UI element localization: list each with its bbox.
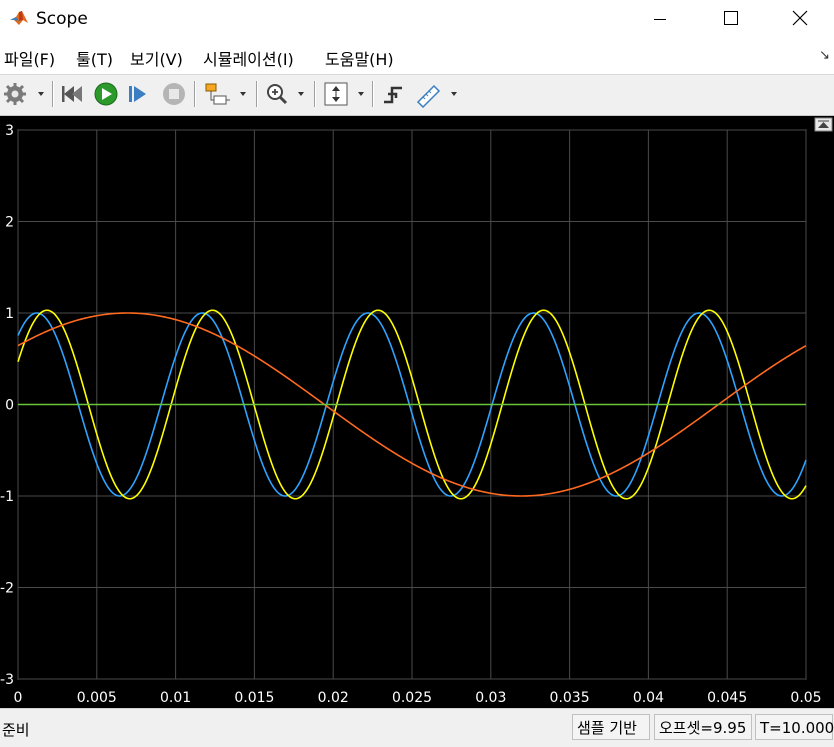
triggers-button[interactable]: [380, 80, 408, 108]
x-tick-label: 0.035: [550, 690, 590, 706]
x-tick-label: 0.045: [707, 690, 747, 706]
menu-tools[interactable]: 툴(T): [76, 50, 113, 69]
series-line-1: [17, 312, 807, 497]
x-tick-label: 0.025: [392, 690, 432, 706]
y-tick-label: -2: [0, 581, 14, 597]
y-tick-label: 0: [5, 398, 14, 414]
toolbar-separator: [52, 81, 54, 107]
window-title: Scope: [36, 9, 88, 29]
run-icon: [94, 82, 118, 106]
series-lines: [17, 309, 807, 500]
zoom-in-icon: [267, 84, 304, 105]
sample-based-indicator: 샘플 기반: [572, 714, 650, 740]
undock-icon[interactable]: [814, 117, 833, 132]
cursor-measurements-icon: [416, 84, 457, 109]
y-tick-label: 2: [5, 215, 14, 231]
title-bar: Scope: [0, 0, 834, 40]
step-forward-icon: [129, 86, 146, 102]
scope-plot: 0 0.005 0.01 0.015 0.02 0.025 0.03 0.035 0.04 0.0…: [0, 117, 833, 706]
menu-file[interactable]: 파일(F): [4, 50, 56, 69]
step-forward-button[interactable]: [124, 80, 152, 108]
series-line-3: [17, 312, 807, 497]
stop-icon: [163, 83, 185, 105]
menu-simulation[interactable]: 시뮬레이션(I): [203, 50, 294, 69]
step-back-icon: [62, 86, 82, 102]
toolbar-separator: [194, 81, 196, 107]
toolbar: [0, 74, 834, 116]
x-tick-label: 0.015: [234, 690, 274, 706]
stop-button[interactable]: [160, 80, 188, 108]
y-tick-label: -1: [0, 489, 14, 505]
x-tick-labels: 0 0.005 0.01 0.015 0.02 0.025 0.03 0.035 0.04 0.0…: [14, 690, 822, 706]
highlight-block-icon: [205, 83, 246, 105]
series-line-2: [17, 309, 807, 500]
toolbar-separator: [314, 81, 316, 107]
zoom-in-button[interactable]: [264, 80, 308, 108]
x-tick-label: 0.005: [77, 690, 117, 706]
highlight-block-button[interactable]: [202, 80, 250, 108]
cursor-measurements-button[interactable]: [414, 80, 462, 109]
settings-icon: [4, 83, 44, 105]
x-tick-label: 0.01: [160, 690, 191, 706]
maximize-button[interactable]: [700, 0, 762, 38]
triggers-icon: [384, 86, 402, 104]
toolbar-separator: [372, 81, 374, 107]
menu-help[interactable]: 도움말(H): [325, 50, 394, 69]
scale-axes-icon: [324, 82, 364, 106]
close-button[interactable]: [768, 0, 830, 38]
matlab-logo-icon: [10, 11, 28, 25]
time-offset-indicator: 오프셋=9.95: [654, 714, 752, 740]
step-back-button[interactable]: [60, 80, 88, 108]
y-tick-labels: 3 2 1 0 -1 -2 -3: [0, 123, 14, 688]
menu-bar: 파일(F) 툴(T) 보기(V) 시뮬레이션(I) 도움말(H) ↘: [0, 40, 834, 74]
x-tick-label: 0.03: [475, 690, 506, 706]
scale-axes-button[interactable]: [322, 80, 368, 108]
settings-button[interactable]: [2, 80, 46, 108]
x-tick-label: 0.04: [633, 690, 664, 706]
status-bar: 준비 샘플 기반 오프셋=9.95 T=10.000: [0, 708, 834, 747]
y-tick-label: 1: [5, 306, 14, 322]
dock-arrow-icon[interactable]: ↘: [819, 48, 830, 63]
run-button[interactable]: [92, 80, 120, 108]
minimize-button[interactable]: [630, 0, 692, 38]
y-tick-label: 3: [5, 123, 14, 139]
x-tick-label: 0.02: [318, 690, 349, 706]
y-tick-label: -3: [0, 672, 14, 688]
status-ready-text: 준비: [2, 721, 30, 739]
toolbar-separator: [256, 81, 258, 107]
x-tick-label: 0: [14, 690, 23, 706]
scope-display[interactable]: 0 0.005 0.01 0.015 0.02 0.025 0.03 0.035 0.04 0.0…: [0, 116, 834, 708]
menu-view[interactable]: 보기(V): [130, 50, 183, 69]
simulation-time-indicator: T=10.000: [755, 714, 834, 740]
x-tick-label: 0.05: [790, 690, 821, 706]
